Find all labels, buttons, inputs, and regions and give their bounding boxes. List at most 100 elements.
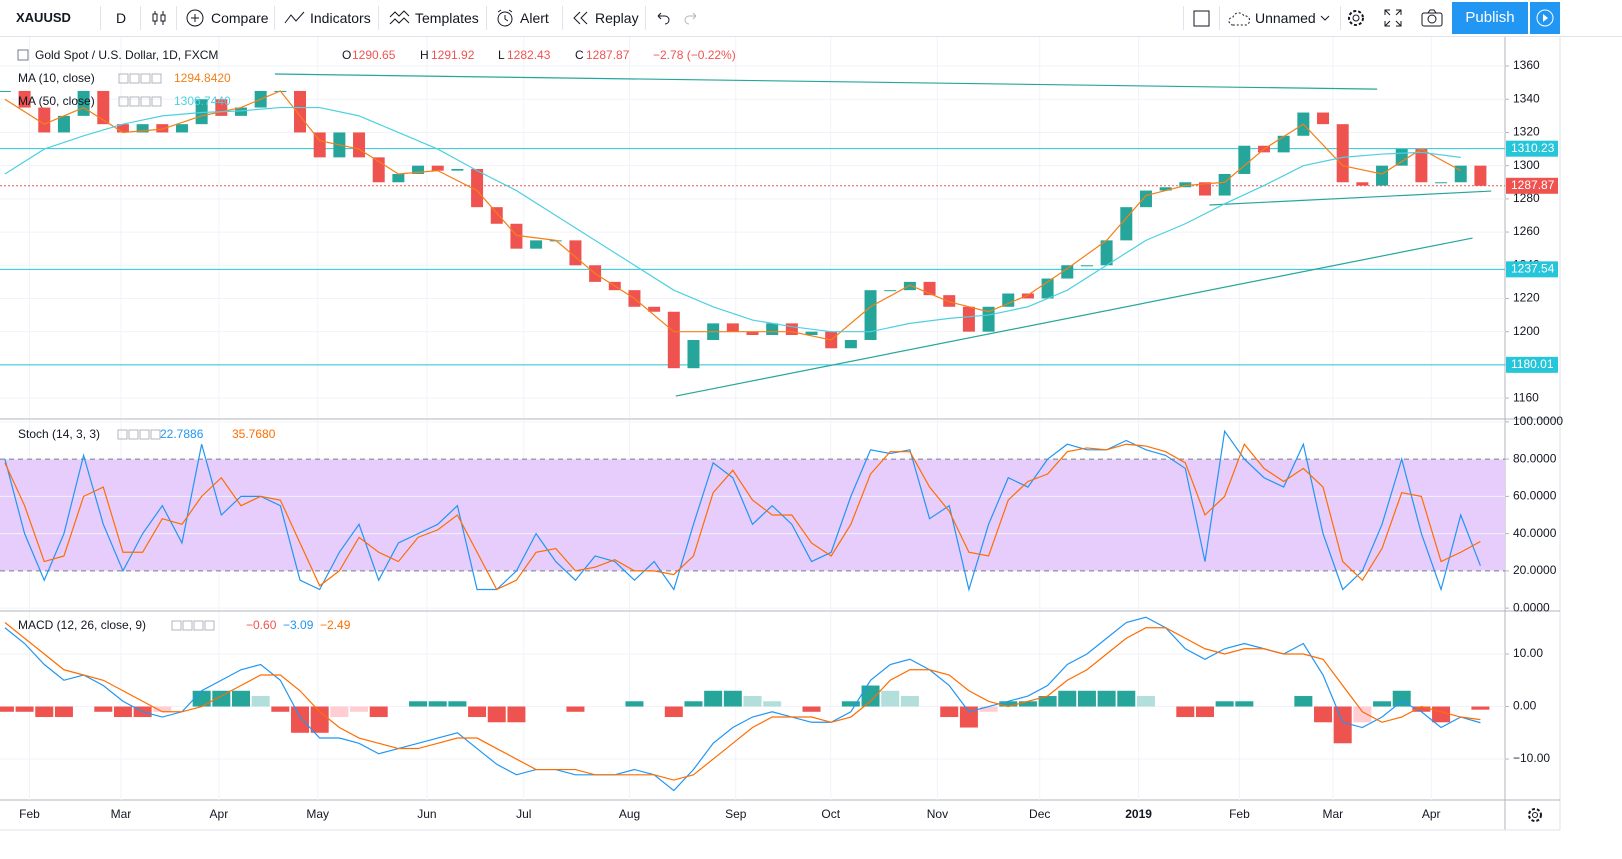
legend-icon — [193, 620, 204, 631]
histogram-bar — [35, 706, 54, 718]
histogram-bar — [959, 706, 978, 728]
alert[interactable]: Alert — [520, 10, 549, 26]
x-tick-label: Feb — [1229, 807, 1250, 821]
indicators-icon[interactable] — [284, 9, 306, 27]
legend-icon — [128, 429, 139, 440]
y-tick-label: 1160 — [1513, 390, 1539, 404]
x-tick-label: Mar — [111, 807, 132, 821]
histogram-bar — [625, 701, 644, 707]
candle — [1435, 182, 1448, 184]
legend-icon — [139, 429, 150, 440]
stoch-line — [4, 443, 1481, 591]
replay[interactable]: Replay — [595, 10, 639, 26]
legend-icon — [118, 96, 129, 107]
compare[interactable]: Compare — [211, 10, 269, 26]
indicator-value: 1306.7440 — [174, 94, 231, 108]
histogram-bar — [763, 701, 782, 707]
candle — [1061, 265, 1074, 279]
candle — [1474, 165, 1487, 186]
settings-gear[interactable] — [1528, 808, 1542, 822]
indicator-name: MA (10, close) — [18, 71, 95, 85]
publish-button[interactable]: Publish — [1452, 2, 1528, 34]
layout-name[interactable]: Unnamed — [1255, 10, 1316, 26]
candle — [1198, 182, 1211, 196]
candle — [1454, 165, 1467, 183]
play-button[interactable] — [1530, 2, 1560, 34]
histogram-bar — [1235, 701, 1254, 707]
candle — [943, 295, 956, 307]
y-tick-label: 40.0000 — [1513, 526, 1557, 540]
x-tick-label: Dec — [1029, 807, 1050, 821]
legend-value: 22.7886 — [160, 427, 204, 441]
toolbar: XAUUSD D Compare Indicators Templates Al… — [0, 0, 1622, 37]
select-icon[interactable] — [1193, 10, 1211, 28]
trend-line — [274, 73, 1378, 90]
candle-icon[interactable] — [150, 9, 168, 27]
ohlc-label: H — [420, 48, 429, 62]
chart-title: Gold Spot / U.S. Dollar, 1D, FXCM — [35, 48, 218, 62]
candle — [97, 90, 110, 125]
histogram-bar — [369, 706, 388, 718]
x-tick-label: Apr — [1422, 807, 1441, 821]
legend-icon — [117, 429, 128, 440]
separator — [486, 6, 487, 30]
x-tick-label: Aug — [619, 807, 640, 821]
histogram-bar — [310, 706, 329, 733]
candle — [451, 168, 464, 171]
indicators[interactable]: Indicators — [310, 10, 371, 26]
candle — [1159, 187, 1172, 191]
camera-icon[interactable] — [1421, 9, 1443, 27]
caret[interactable] — [1320, 14, 1330, 22]
y-tick-label: 60.0000 — [1513, 489, 1557, 503]
histogram-bar — [861, 685, 880, 707]
candle — [844, 339, 857, 349]
y-tick-label: 100.0000 — [1513, 414, 1563, 428]
replay-icon[interactable] — [572, 11, 590, 25]
undo-redo[interactable] — [654, 10, 700, 26]
x-tick-label: Sep — [725, 807, 747, 821]
templates-icon[interactable] — [389, 9, 411, 27]
candle — [294, 90, 307, 133]
y-tick-label: 80.0000 — [1513, 451, 1557, 465]
histogram-bar — [881, 690, 900, 707]
legend-icon — [140, 96, 151, 107]
fullscreen-icon[interactable] — [1384, 9, 1402, 27]
price-label-bg — [1506, 261, 1558, 278]
histogram-bar — [507, 706, 526, 723]
legend-icon — [129, 96, 140, 107]
indicator-value: 1294.8420 — [174, 71, 231, 85]
histogram-bar — [979, 706, 998, 712]
alert-icon[interactable] — [495, 8, 515, 28]
compare-icon[interactable] — [186, 9, 204, 27]
candle — [510, 223, 523, 249]
candle — [785, 323, 798, 335]
price-axis-bg — [1505, 37, 1560, 830]
histogram-bar — [94, 706, 113, 712]
histogram-bar — [487, 706, 506, 723]
legend-icon — [182, 620, 193, 631]
interval[interactable]: D — [116, 10, 127, 26]
symbol[interactable]: XAUUSD — [16, 10, 71, 25]
candle — [392, 173, 405, 183]
candle — [156, 124, 169, 133]
cloud-icon[interactable] — [1228, 11, 1252, 27]
histogram-bar — [350, 706, 369, 712]
candle — [746, 331, 759, 335]
legend-icon — [151, 73, 162, 84]
candle — [667, 311, 680, 369]
candle — [195, 99, 208, 125]
settings-icon[interactable] — [1346, 8, 1366, 28]
histogram-bar — [330, 706, 349, 718]
candle — [1080, 265, 1093, 267]
x-tick-label: Feb — [19, 807, 40, 821]
legend-icon — [118, 73, 129, 84]
histogram-bar — [251, 696, 270, 707]
histogram-bar — [1097, 690, 1116, 707]
candle — [884, 290, 897, 292]
separator — [1183, 6, 1184, 30]
legend-icon — [204, 620, 215, 631]
templates[interactable]: Templates — [415, 10, 479, 26]
x-tick-label: Jun — [417, 807, 436, 821]
candle — [530, 240, 543, 249]
histogram-bar — [999, 701, 1018, 707]
